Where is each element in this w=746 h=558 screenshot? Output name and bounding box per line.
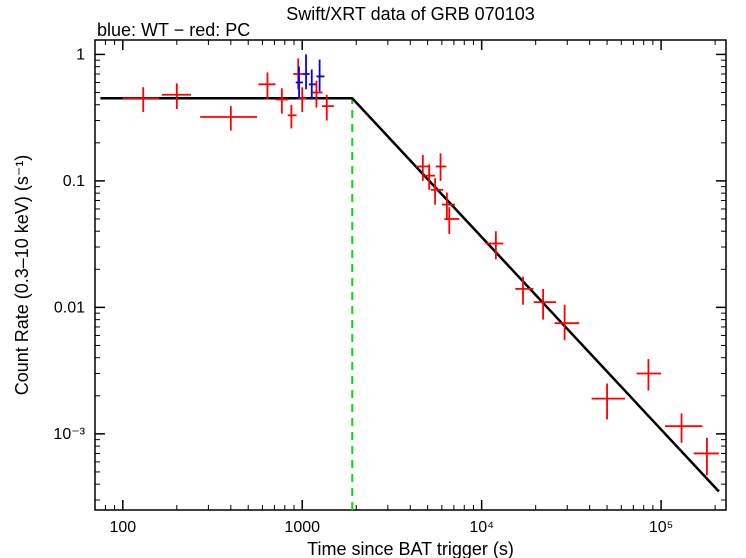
x-tick-label: 10⁵ — [649, 519, 673, 536]
chart-container: 100 1000 10⁴ 10⁵ 10⁻³ 0.01 0.1 1 Swift/XRT data … — [0, 0, 746, 558]
y-tick-label: 0.01 — [54, 299, 85, 316]
y-tick-label: 0.1 — [63, 173, 85, 190]
chart-title: Swift/XRT data of GRB 070103 — [286, 4, 534, 24]
lightcurve-chart: 100 1000 10⁴ 10⁵ 10⁻³ 0.01 0.1 1 Swift/XRT data … — [0, 0, 746, 558]
y-tick-label: 10⁻³ — [53, 426, 85, 443]
y-axis-label: Count Rate (0.3–10 keV) (s⁻¹) — [12, 155, 32, 396]
chart-subtitle: blue: WT − red: PC — [97, 20, 250, 40]
chart-background — [0, 0, 746, 558]
x-tick-label: 1000 — [284, 519, 320, 536]
x-tick-label: 10⁴ — [469, 519, 494, 536]
x-tick-label: 100 — [109, 519, 136, 536]
x-axis-label: Time since BAT trigger (s) — [307, 539, 514, 558]
y-tick-label: 1 — [76, 46, 85, 63]
